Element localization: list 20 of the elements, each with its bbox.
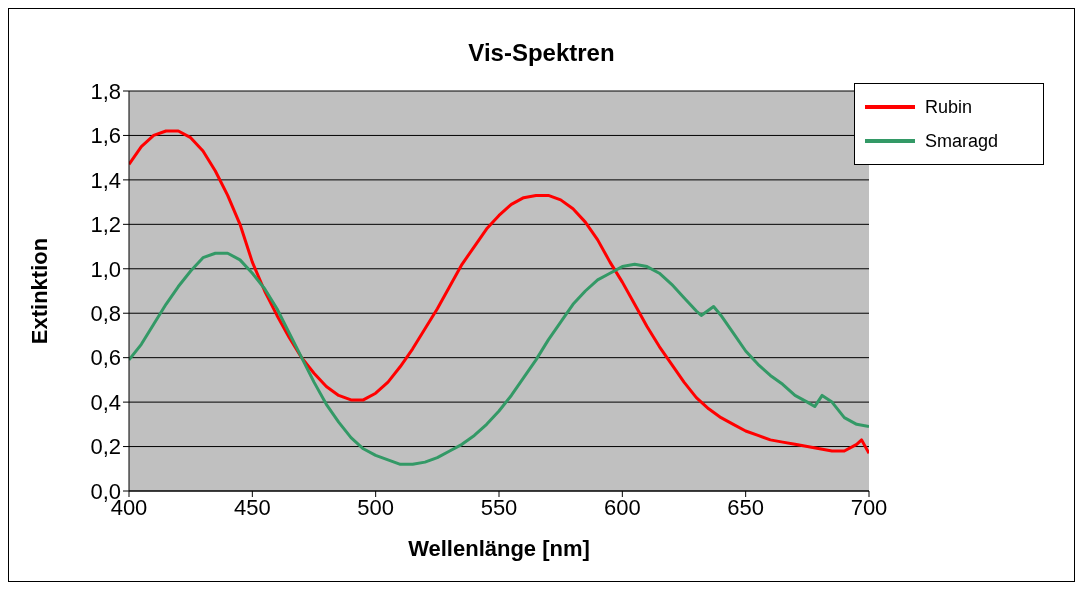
chart-title: Vis-Spektren — [468, 39, 615, 66]
y-tick-label: 1,0 — [90, 256, 121, 282]
y-tick-label: 0,2 — [90, 434, 121, 460]
x-tick-label: 450 — [233, 494, 271, 520]
y-tick-label: 0,4 — [90, 389, 121, 415]
y-tick-label: 1,8 — [90, 78, 121, 104]
y-tick-label: 0,8 — [90, 301, 121, 327]
y-tick-label: 1,6 — [90, 123, 121, 149]
x-tick-label: 550 — [480, 494, 518, 520]
x-tick-label: 500 — [357, 494, 395, 520]
x-tick-label: 600 — [603, 494, 641, 520]
x-axis-title: Wellenlänge [nm] — [408, 536, 590, 561]
y-axis-title: Extinktion — [26, 237, 52, 345]
x-tick-label: 700 — [850, 494, 888, 520]
legend-label: Rubin — [925, 96, 973, 118]
legend-label: Smaragd — [925, 130, 999, 152]
y-tick-label: 1,2 — [90, 212, 121, 238]
y-tick-label: 1,4 — [90, 167, 121, 193]
x-tick-label: 650 — [727, 494, 765, 520]
y-tick-label: 0,6 — [90, 345, 121, 371]
